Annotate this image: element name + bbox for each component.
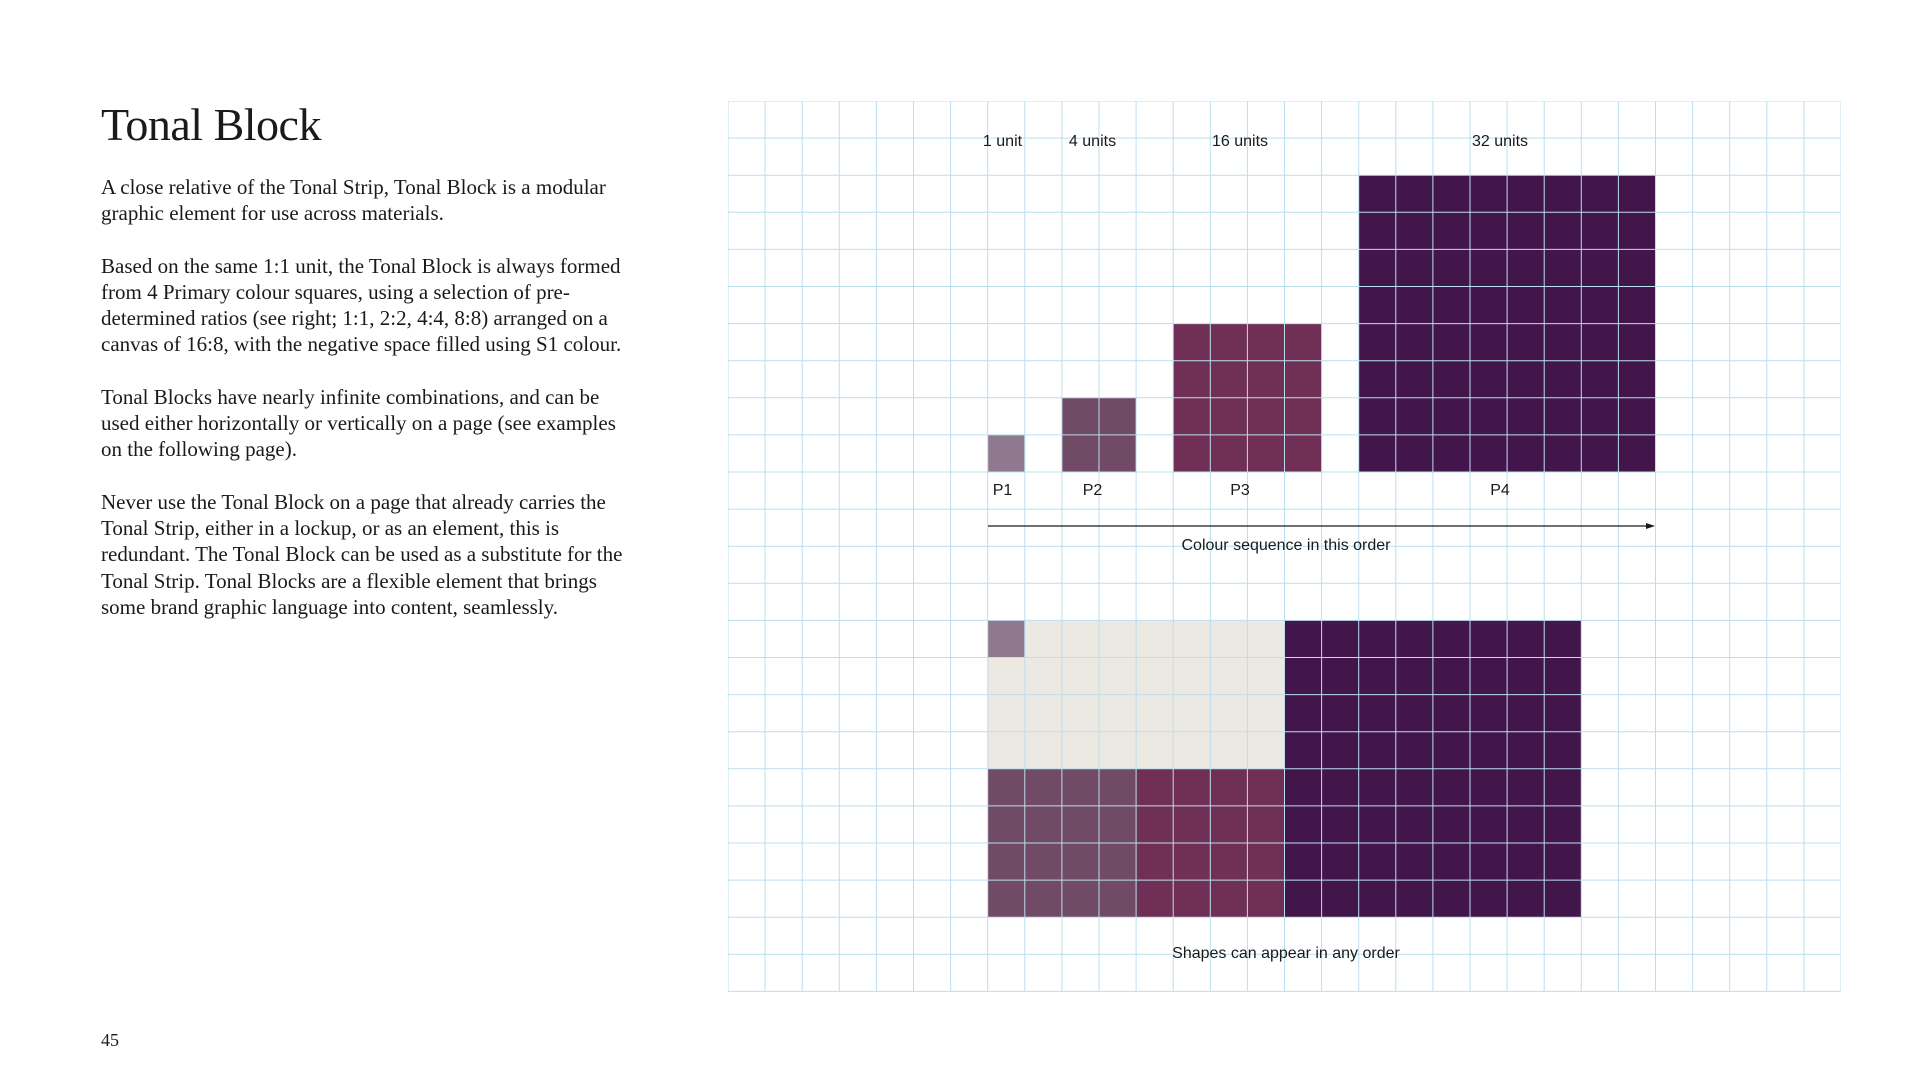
grid-lines [728, 101, 1841, 992]
page-title: Tonal Block [101, 99, 321, 150]
unit-label-1: 1 unit [983, 133, 1023, 150]
diagram-labels: 1 unit 4 units 16 units 32 units P1 P2 P… [983, 133, 1528, 962]
tonal-block-diagram: 1 unit 4 units 16 units 32 units P1 P2 P… [728, 101, 1841, 992]
order-caption: Shapes can appear in any order [1172, 945, 1400, 962]
unit-label-16: 16 units [1212, 133, 1268, 150]
body-text: A close relative of the Tonal Strip, Ton… [101, 174, 631, 646]
ratio-paragraph: Based on the same 1:1 unit, the Tonal Bl… [101, 253, 622, 357]
combinations-paragraph: Tonal Blocks have nearly infinite combin… [101, 384, 616, 462]
sequence-arrowhead [1646, 523, 1655, 529]
page-number: 45 [101, 1030, 119, 1050]
sequence-caption: Colour sequence in this order [1181, 537, 1391, 554]
swatch-p1 [987, 434, 1025, 472]
unit-label-4: 4 units [1069, 133, 1116, 150]
swatch-label-p2: P2 [1083, 482, 1103, 499]
unit-label-32: 32 units [1472, 133, 1528, 150]
example-p1 [987, 620, 1025, 658]
usage-paragraph: Never use the Tonal Block on a page that… [101, 489, 623, 619]
sequence-arrow [988, 523, 1655, 529]
swatch-label-p4: P4 [1490, 482, 1510, 499]
diagram-canvas: 1 unit 4 units 16 units 32 units P1 P2 P… [728, 101, 1841, 992]
swatch-label-p3: P3 [1230, 482, 1250, 499]
swatch-label-p1: P1 [993, 482, 1013, 499]
intro-paragraph: A close relative of the Tonal Strip, Ton… [101, 175, 606, 226]
